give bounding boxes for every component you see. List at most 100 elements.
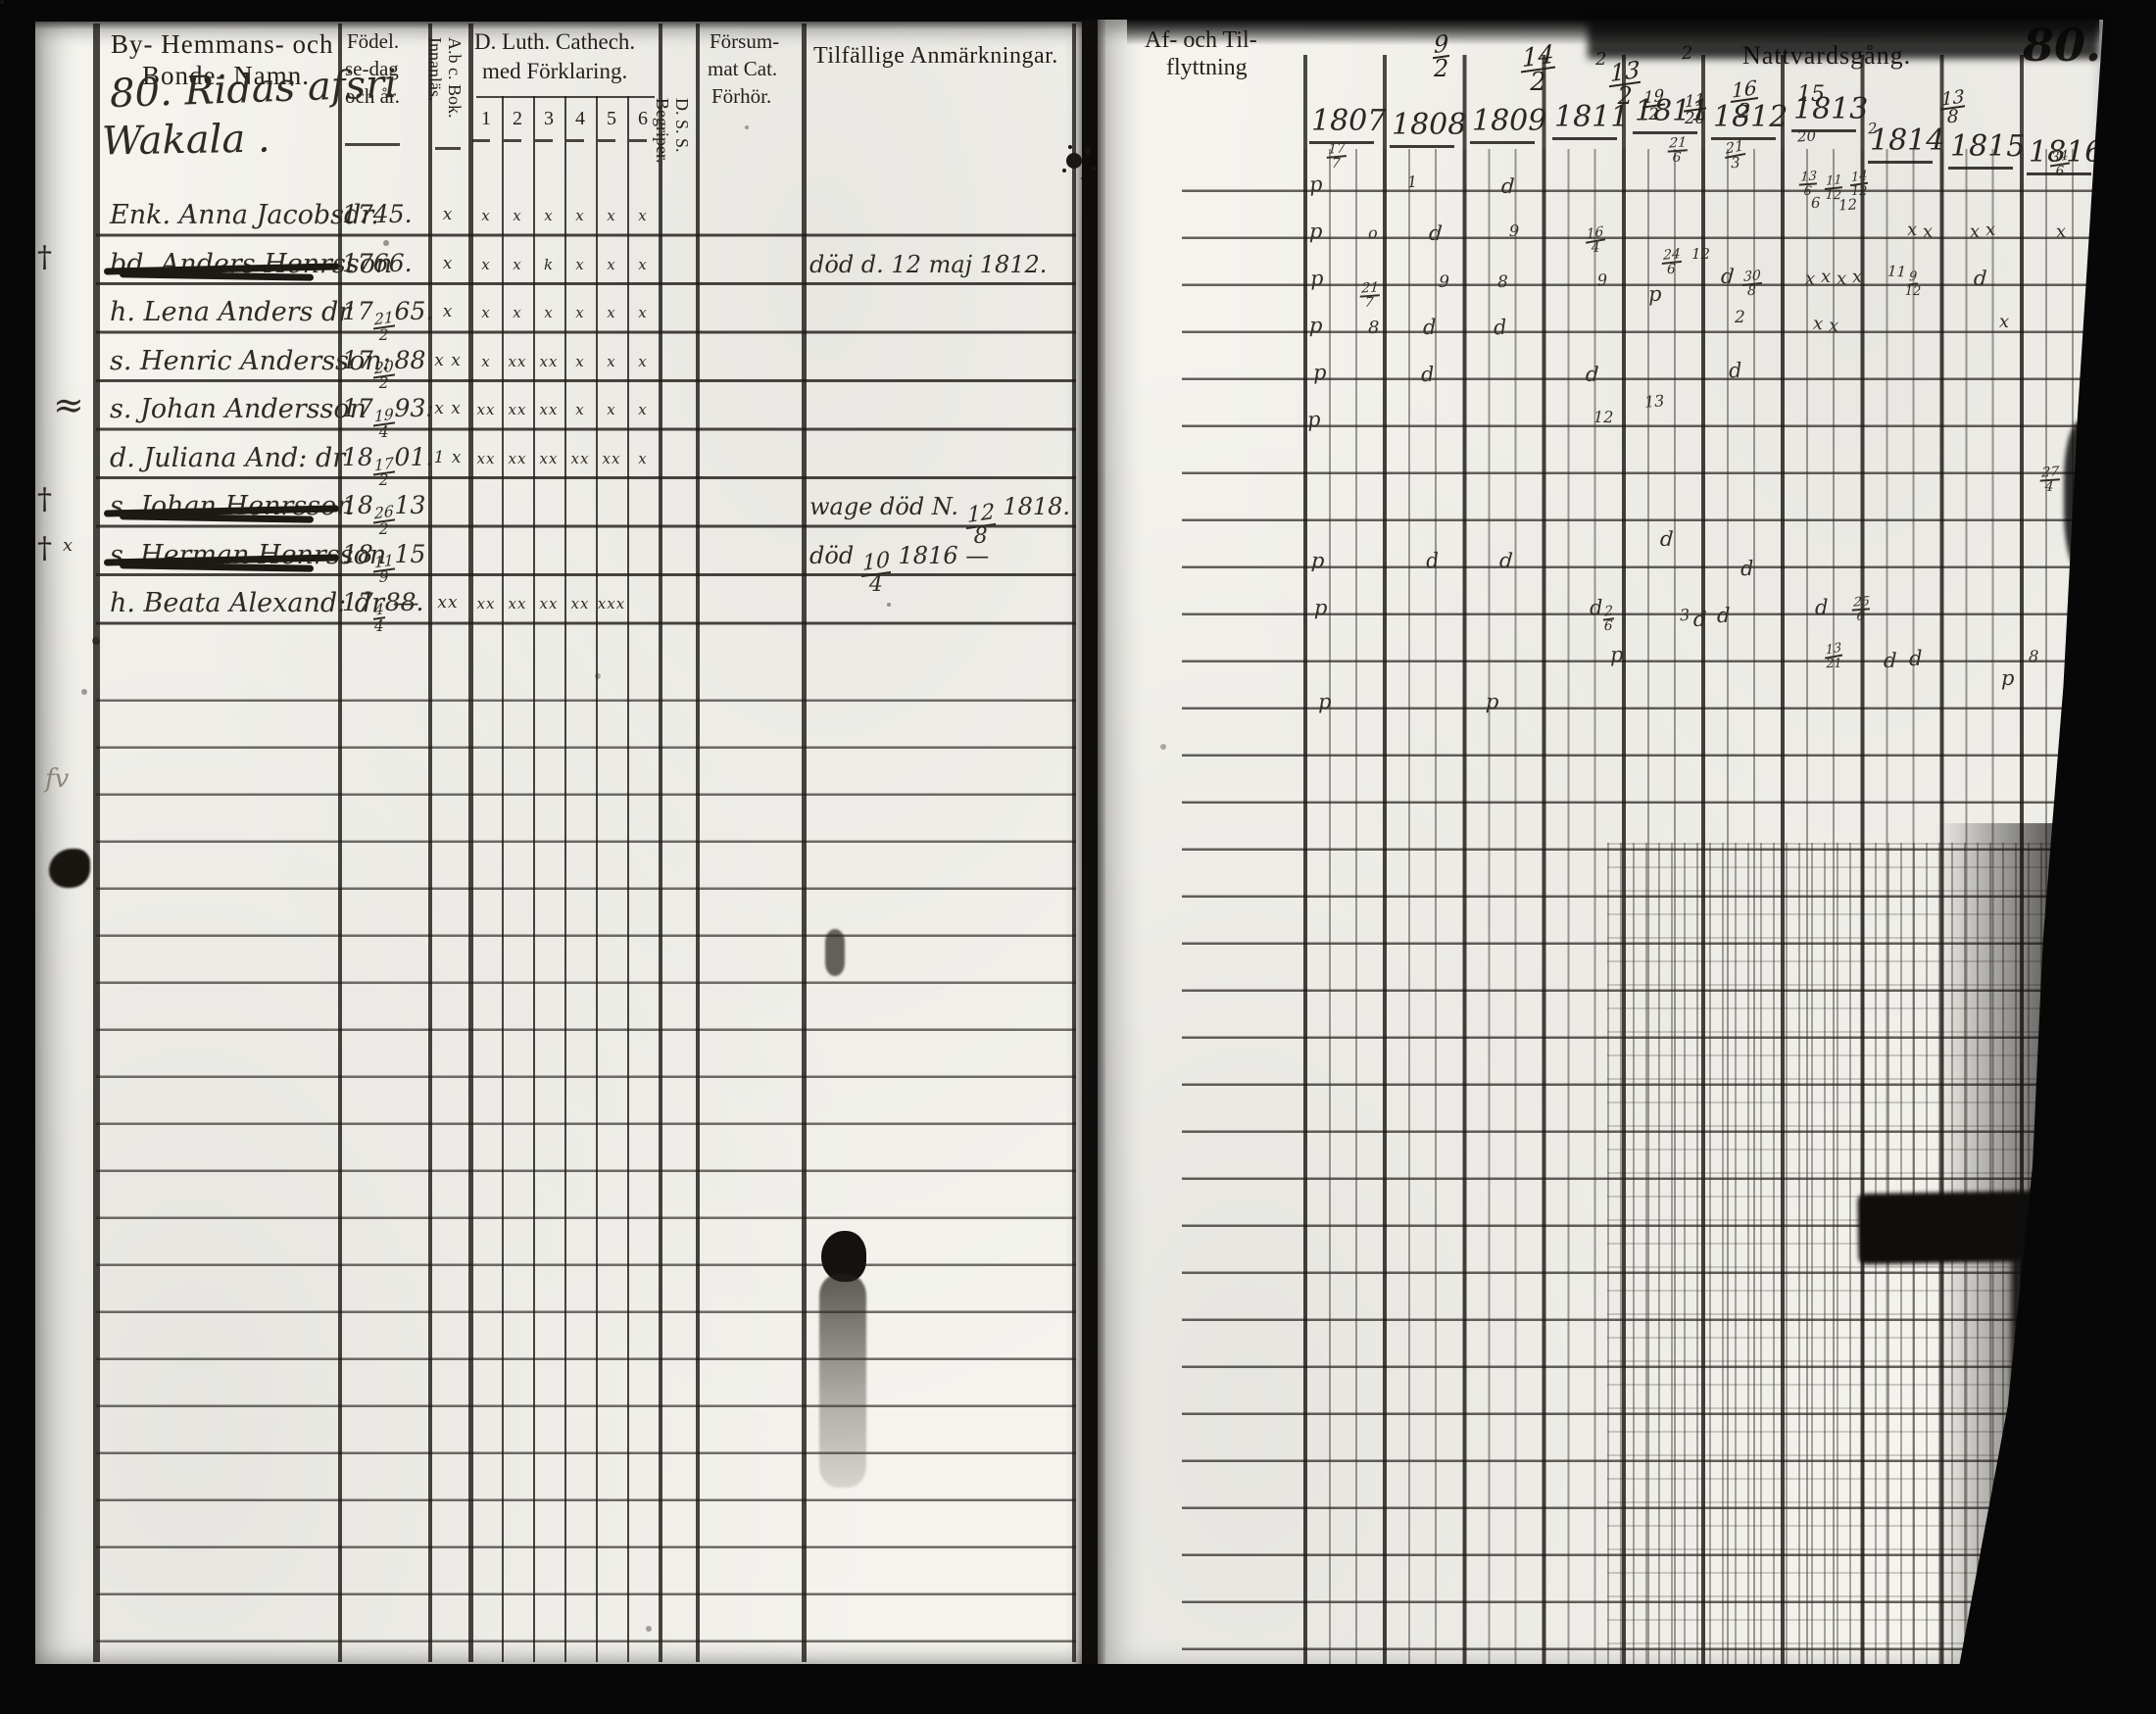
- catechism-subcolumn-number: 2: [513, 108, 522, 129]
- remark: död 10 4 1816 —: [809, 541, 990, 598]
- header-dashes: [472, 139, 657, 142]
- communion-mark: p: [1309, 266, 1325, 291]
- top-date: 19 2: [1642, 85, 1666, 124]
- margin-cross: †: [37, 482, 52, 516]
- communion-mark: d: [1585, 362, 1600, 387]
- communion-mark: d: [1716, 603, 1731, 628]
- column-header-dss-line1: D. S. S.: [672, 98, 692, 153]
- birth-date: 18 26 2 13: [342, 491, 426, 538]
- communion-mark: d: [1720, 264, 1736, 289]
- communion-mark: x: [1812, 313, 1824, 335]
- person-name: d. Juliana And: dr: [110, 442, 346, 473]
- abc-mark: x: [442, 205, 454, 224]
- catechism-mark: xx: [476, 595, 496, 612]
- column-header-birth-line1: Födel.: [347, 29, 400, 53]
- person-name: h. Beata Alexand: dr —: [110, 588, 419, 618]
- column-header-remarks: Tilfällige Anmärkningar.: [813, 43, 1058, 69]
- top-date: 13 2: [1609, 56, 1642, 111]
- remark: död d. 12 maj 1812.: [809, 250, 1048, 278]
- year-label: 1807: [1311, 104, 1387, 138]
- communion-mark: x: [1836, 268, 1847, 290]
- column-header-afflytt-line2: flyttning: [1166, 55, 1248, 80]
- ink-blot-margin: [49, 849, 90, 888]
- birth-date: 18 11 9 15: [342, 539, 426, 587]
- year-label: 1815: [1950, 129, 2026, 164]
- catechism-mark: xx: [476, 401, 496, 418]
- ink-blot: [821, 1231, 866, 1282]
- communion-mark: 6: [1810, 193, 1821, 213]
- communion-mark: 12: [1592, 407, 1614, 427]
- stray-mark: ≈: [53, 383, 84, 426]
- catechism-mark: x: [513, 207, 522, 224]
- column-header-names-line1: By- Hemmans- och: [111, 29, 334, 59]
- birth-date: 17 21 2 65.: [342, 297, 434, 344]
- communion-mark: 8: [1368, 318, 1380, 338]
- communion-mark: d: [1728, 358, 1742, 383]
- communion-mark: 34 6: [2049, 147, 2070, 179]
- catechism-mark: x: [638, 352, 648, 370]
- catechism-subcolumn-number: 3: [544, 108, 554, 129]
- catechism-mark: x: [607, 207, 616, 224]
- catechism-mark: x: [481, 207, 491, 224]
- communion-mark: 9: [1438, 271, 1450, 293]
- communion-mark: x: [1828, 315, 1839, 337]
- year-underline: [1309, 141, 1374, 144]
- communion-mark: 2: [1735, 308, 1745, 327]
- year-label: 1816: [2029, 135, 2104, 170]
- year-column-lines-top: [1303, 55, 2099, 149]
- top-date: 16 2: [1731, 75, 1758, 122]
- communion-mark: p: [1310, 548, 1326, 573]
- ruled-lines-left-lower: [96, 655, 1076, 1662]
- communion-mark: 1: [1406, 171, 1418, 192]
- year-underline: [1868, 161, 1933, 164]
- communion-mark: 8: [2028, 646, 2039, 666]
- communion-mark: p: [1647, 281, 1662, 307]
- column-header-birth-line3: och år.: [345, 84, 400, 108]
- birth-date: 17 19 4 93:: [342, 394, 434, 441]
- communion-mark: d: [1423, 316, 1437, 339]
- catechism-mark: xxx: [597, 595, 626, 612]
- communion-mark: x: [2055, 220, 2067, 243]
- communion-mark: d: [1973, 266, 1988, 291]
- header-dash: [435, 147, 461, 150]
- column-header-abc: A.b c. Bok. Innanläs.: [425, 37, 465, 119]
- catechism-mark: k: [543, 255, 555, 273]
- communion-mark: 9: [1596, 269, 1608, 290]
- communion-mark: d: [1692, 607, 1708, 632]
- communion-mark: 14 12: [1850, 169, 1869, 199]
- scan-border-top-left: [35, 18, 1082, 29]
- communion-mark: d: [1420, 362, 1435, 387]
- communion-mark: 30 8: [1741, 267, 1762, 299]
- catechism-mark: xx: [570, 449, 590, 467]
- year-underline: [1791, 129, 1856, 132]
- catechism-mark: x: [575, 207, 585, 224]
- abc-mark: xx: [437, 593, 459, 612]
- catechism-subcolumn-number: 4: [575, 108, 585, 129]
- top-date: 92: [1433, 25, 1450, 80]
- communion-mark: 21 6: [1667, 134, 1689, 167]
- communion-mark: 13 21: [1824, 640, 1843, 671]
- year-underline: [1470, 141, 1535, 144]
- abc-mark: x x: [434, 350, 462, 370]
- catechism-mark: x: [544, 207, 554, 224]
- header-underline: [476, 96, 655, 98]
- stray-mark: x: [63, 535, 74, 556]
- communion-mark: p: [1308, 171, 1324, 197]
- communion-mark: 25 6: [1851, 594, 1872, 624]
- communion-mark: x: [1969, 220, 1981, 243]
- column-header-abc-line2: Innanläs.: [425, 37, 445, 102]
- birth-date: 17 4 4 88.: [342, 588, 424, 635]
- birth-date: 17 20 2 88: [342, 345, 426, 393]
- communion-mark: d: [1659, 526, 1675, 552]
- subcolumn-line: [502, 96, 504, 1662]
- subcolumn-line: [564, 96, 566, 1662]
- farm-heading-line2: Wakala .: [101, 116, 271, 165]
- communion-mark: p: [1312, 360, 1327, 385]
- communion-mark: 3: [1679, 605, 1690, 625]
- column-header-forsum-line2: mat Cat.: [708, 57, 778, 80]
- communion-mark: 16 4: [1585, 223, 1605, 256]
- catechism-mark: x: [481, 304, 491, 321]
- communion-mark: 2: [1867, 119, 1879, 138]
- column-header-forsum-line3: Förhör.: [711, 84, 772, 108]
- communion-mark: x: [1851, 266, 1863, 288]
